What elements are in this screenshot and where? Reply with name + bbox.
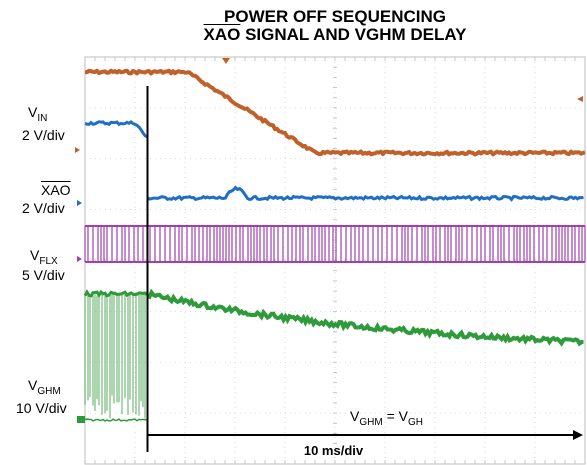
- xao-label-text: XAO: [41, 182, 71, 198]
- series-line-xao: [146, 185, 584, 202]
- vghm-label-main: V: [28, 377, 38, 393]
- extra-marker-icon: [577, 96, 583, 102]
- series-line-vghm-switching: [84, 292, 146, 419]
- vin-label: VIN: [28, 104, 47, 127]
- series-line-vghm-base: [84, 418, 148, 422]
- xao-label: XAO: [41, 182, 71, 198]
- title-rest-text: SIGNAL AND VGHM DELAY: [240, 25, 467, 44]
- series-line-vflx: [84, 226, 586, 262]
- vflx-scale: 5 V/div: [22, 267, 65, 283]
- series-line-vghm-decay: [146, 288, 584, 347]
- delay-arrow-head-icon: [573, 430, 583, 440]
- vghm-scale: 10 V/div: [16, 400, 67, 416]
- x-axis-label: 10 ms/div: [303, 443, 364, 458]
- annot-sub2: GH: [407, 416, 423, 428]
- annot-main1: V: [350, 408, 360, 424]
- series-line-vghm-top: [83, 289, 148, 298]
- series-line-extra: [84, 68, 586, 157]
- vghm-label: VGHM: [28, 377, 61, 400]
- vghm-marker-icon: [77, 416, 85, 423]
- xao-scale: 2 V/div: [22, 200, 65, 216]
- annot-sub1: GHM: [359, 416, 383, 428]
- vflx-label-sub: FLX: [39, 255, 58, 267]
- chart-title-line2: XAO SIGNAL AND VGHM DELAY: [170, 26, 500, 44]
- vghm-equals-vgh-annotation: VGHM = VGH: [350, 408, 423, 428]
- vin-scale: 2 V/div: [22, 127, 65, 143]
- vin-marker-icon: [75, 147, 80, 153]
- trigger-marker-icon: [222, 58, 230, 64]
- title-overline-text: XAO: [203, 25, 241, 44]
- series-line-vin: [84, 120, 148, 139]
- xao-marker-icon: [77, 200, 82, 206]
- vflx-label: VFLX: [30, 247, 58, 270]
- vflx-label-main: V: [30, 247, 40, 263]
- vin-label-main: V: [28, 104, 38, 120]
- chart-title-line1: POWER OFF SEQUENCING: [224, 7, 446, 26]
- vghm-label-sub: GHM: [37, 385, 61, 397]
- annot-eq: = V: [382, 408, 408, 424]
- vin-label-sub: IN: [37, 112, 48, 124]
- vflx-marker-icon: [77, 256, 82, 262]
